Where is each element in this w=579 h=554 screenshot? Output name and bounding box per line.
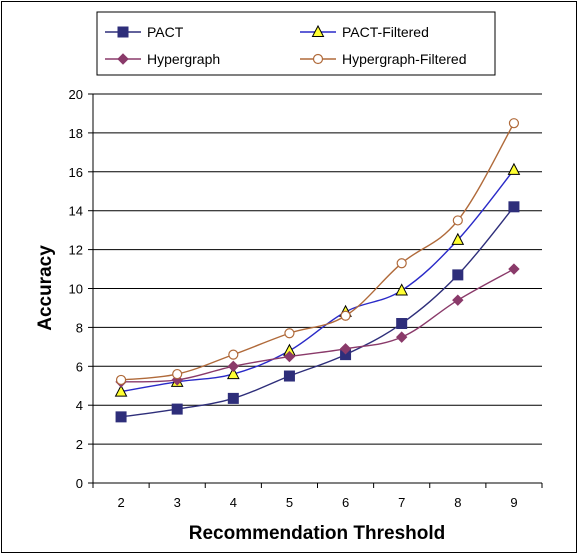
data-point-hypergraph xyxy=(508,263,520,275)
gridlines xyxy=(93,93,542,445)
data-point-pact xyxy=(115,411,127,423)
series-layer xyxy=(114,118,521,423)
data-point-hypergraph xyxy=(339,343,352,355)
data-point-pact xyxy=(171,403,183,415)
series-line-hypergraph xyxy=(121,268,515,383)
y-tick-label: 12 xyxy=(69,243,83,258)
data-point-pact-filtered xyxy=(114,384,128,397)
data-point-hypergraph-filtered xyxy=(228,349,239,360)
y-tick-label: 4 xyxy=(76,398,83,413)
x-tick-label: 7 xyxy=(398,495,405,510)
legend-marker-pact xyxy=(117,26,129,38)
data-point-hypergraph-filtered xyxy=(340,310,351,321)
y-tick-label: 8 xyxy=(76,320,83,335)
y-axis-ticks: 0 2 4 6 8 10 12 14 16 18 20 xyxy=(69,87,93,491)
legend-label-pact: PACT xyxy=(147,24,184,40)
data-point-hypergraph-filtered xyxy=(115,374,127,386)
data-point-hypergraph-filtered xyxy=(508,118,520,129)
x-tick-label: 8 xyxy=(454,495,461,510)
y-tick-label: 20 xyxy=(69,87,83,102)
y-tick-label: 6 xyxy=(76,359,83,374)
legend-label-pact-filtered: PACT-Filtered xyxy=(342,24,429,40)
y-tick-label: 14 xyxy=(69,204,83,219)
x-tick-label: 9 xyxy=(510,495,517,510)
data-point-hypergraph xyxy=(283,350,296,363)
data-point-hypergraph-filtered xyxy=(172,368,183,380)
data-point-hypergraph-filtered xyxy=(452,215,463,226)
legend-box xyxy=(96,11,496,76)
data-point-pact-filtered xyxy=(395,283,409,296)
x-tick-label: 5 xyxy=(286,495,293,510)
series-line-pact-filtered xyxy=(120,169,515,393)
y-tick-label: 10 xyxy=(69,282,83,297)
y-axis-label: Accuracy xyxy=(35,245,56,331)
x-tick-label: 3 xyxy=(174,495,181,510)
data-point-pact xyxy=(508,201,520,213)
y-tick-label: 16 xyxy=(69,165,83,180)
legend: PACT PACT-Filtered Hypergraph Hypergraph-Fi… xyxy=(105,24,467,67)
legend-marker-pact-filtered xyxy=(311,24,325,37)
legend-marker-hypergraph-filtered xyxy=(312,53,324,65)
y-tick-label: 0 xyxy=(76,476,83,491)
y-tick-label: 18 xyxy=(69,126,83,141)
data-point-pact xyxy=(227,392,239,404)
data-point-hypergraph-filtered xyxy=(284,328,295,339)
data-point-hypergraph xyxy=(395,331,408,343)
data-point-pact xyxy=(283,370,295,382)
data-point-hypergraph-filtered xyxy=(396,258,407,269)
series-line-hypergraph-filtered xyxy=(120,122,515,381)
data-point-pact xyxy=(452,269,464,281)
data-point-pact-filtered xyxy=(507,162,521,175)
x-tick-label: 4 xyxy=(230,495,237,510)
data-point-hypergraph xyxy=(452,294,464,306)
legend-label-hypergraph: Hypergraph xyxy=(147,51,220,67)
data-point-pact-filtered xyxy=(451,232,465,245)
data-point-pact-filtered xyxy=(226,367,240,380)
data-point-pact xyxy=(396,318,408,330)
legend-marker-hypergraph xyxy=(117,53,129,65)
x-tick-label: 2 xyxy=(117,495,124,510)
x-axis-label: Recommendation Threshold xyxy=(189,523,446,544)
legend-label-hypergraph-filtered: Hypergraph-Filtered xyxy=(342,51,467,67)
x-tick-label: 6 xyxy=(342,495,349,510)
data-point-hypergraph xyxy=(227,360,240,373)
x-axis-ticks: 2 3 4 5 6 7 8 9 xyxy=(92,483,543,510)
y-tick-label: 2 xyxy=(76,437,83,452)
